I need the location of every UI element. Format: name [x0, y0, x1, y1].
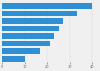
Bar	[2, 26, 58, 31]
Bar	[2, 11, 77, 16]
Bar	[2, 41, 50, 46]
Bar	[2, 56, 25, 62]
Bar	[2, 3, 92, 9]
Bar	[2, 33, 54, 39]
Bar	[2, 18, 63, 24]
Bar	[2, 48, 40, 54]
